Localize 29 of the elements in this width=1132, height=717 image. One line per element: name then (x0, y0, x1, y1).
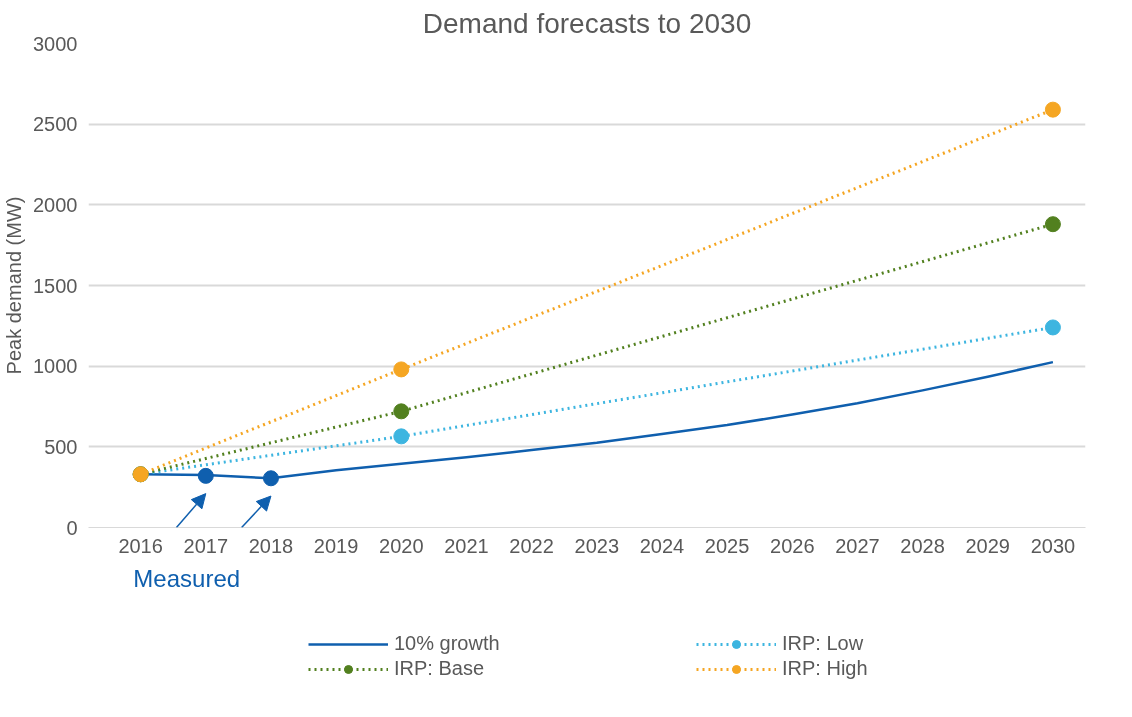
x-tick-label: 2016 (118, 534, 163, 557)
y-tick-label: 1000 (33, 355, 78, 378)
y-tick-label: 0 (66, 516, 78, 539)
chart-title: Demand forecasts to 2030 (422, 7, 752, 39)
x-tick-label: 2026 (770, 534, 815, 557)
x-tick-label: 2023 (574, 534, 620, 557)
legend-label: IRP: High (782, 657, 869, 680)
y-tick-label: 500 (44, 435, 78, 458)
x-tick-label: 2017 (183, 534, 229, 557)
x-tick-label: 2020 (379, 534, 424, 557)
x-tick-label: 2024 (639, 534, 685, 557)
legend-label: 10% growth (394, 632, 501, 655)
y-tick-label: 3000 (33, 32, 78, 55)
legend-label: IRP: Base (394, 657, 486, 680)
x-tick-label: 2027 (835, 534, 880, 557)
x-tick-label: 2028 (900, 534, 945, 557)
legend-label: IRP: Low (782, 632, 865, 655)
y-tick-label: 2000 (33, 193, 78, 216)
y-axis-title: Peak demand (MW) (3, 196, 26, 375)
x-tick-label: 2021 (444, 534, 489, 557)
text: Measured (133, 564, 241, 592)
x-tick-label: 2030 (1030, 534, 1076, 557)
x-tick-label: 2018 (248, 534, 294, 557)
x-tick-label: 2022 (509, 534, 554, 557)
x-tick-label: 2029 (965, 534, 1011, 557)
y-tick-label: 1500 (33, 274, 78, 297)
y-tick-label: 2500 (33, 113, 78, 136)
x-tick-label: 2025 (704, 534, 750, 557)
x-tick-label: 2019 (313, 534, 359, 557)
